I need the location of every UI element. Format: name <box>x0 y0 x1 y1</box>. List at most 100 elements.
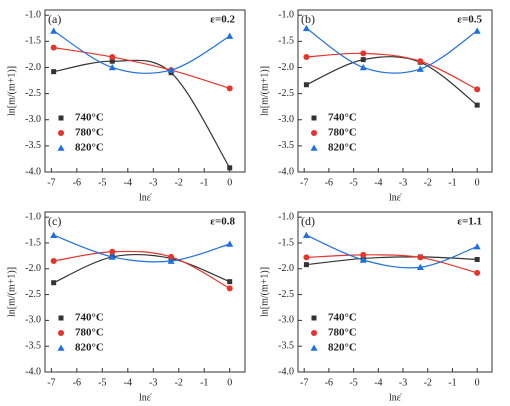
legend-label: 780°C <box>75 327 104 339</box>
x-tick-label: -5 <box>98 377 106 388</box>
panel-label: (c) <box>48 214 61 228</box>
x-tick-label: -5 <box>349 177 357 188</box>
legend-marker <box>58 330 64 336</box>
x-tick-label: 0 <box>475 377 480 388</box>
x-tick-label: -7 <box>300 377 308 388</box>
y-tick-label: -4.0 <box>278 166 294 177</box>
x-tick-label: -2 <box>175 177 183 188</box>
marker <box>109 248 116 255</box>
panel: -7 -6 -5 -4 -3 -2 -1 0 -4.0 -3.5 -3.0 -2.5 -2.0 -1.5 -… <box>6 9 246 203</box>
x-tick-label: -3 <box>399 377 407 388</box>
legend-label: 820°C <box>75 342 104 354</box>
annotation: ε=1.1 <box>457 216 482 228</box>
legend-marker <box>58 115 64 121</box>
x-tick-label: -5 <box>349 377 357 388</box>
series-line <box>53 47 230 89</box>
x-tick-label: -2 <box>424 377 432 388</box>
x-tick-label: -4 <box>374 177 382 188</box>
y-tick-label: -4.0 <box>278 366 294 377</box>
x-axis-label: lnε̇ <box>139 192 152 203</box>
legend-marker <box>58 130 64 136</box>
y-tick-label: -3.5 <box>278 140 294 151</box>
x-tick-label: -4 <box>124 177 132 188</box>
y-tick-label: -2.5 <box>25 88 41 99</box>
x-tick-label: -4 <box>124 377 132 388</box>
y-tick-label: -2.5 <box>278 88 294 99</box>
x-tick-label: 0 <box>227 377 232 388</box>
series-line <box>306 27 478 74</box>
marker <box>167 257 175 264</box>
series-line <box>306 254 478 274</box>
y-tick-label: -1.0 <box>25 10 41 21</box>
marker <box>226 85 233 92</box>
series-line <box>306 234 478 269</box>
y-tick-label: -2.5 <box>25 289 41 300</box>
legend-marker <box>311 330 317 336</box>
x-tick-label: -7 <box>47 377 55 388</box>
marker <box>474 256 480 262</box>
x-tick-label: -1 <box>200 377 208 388</box>
annotation: ε=0.8 <box>210 216 235 228</box>
marker <box>474 102 480 108</box>
marker <box>227 165 233 171</box>
y-tick-label: -2.0 <box>25 263 41 274</box>
legend-label: 820°C <box>75 142 104 154</box>
legend-marker <box>57 344 65 351</box>
series-line <box>306 256 478 266</box>
panel: -7 -6 -5 -4 -3 -2 -1 0 -4.0 -3.5 -3.0 -2.5 -2.0 -1.5 -… <box>259 9 493 203</box>
marker <box>108 253 116 260</box>
marker <box>417 58 424 65</box>
marker <box>474 269 481 276</box>
series-line <box>306 52 478 90</box>
marker <box>359 256 367 263</box>
legend-marker <box>310 344 318 351</box>
marker <box>473 243 481 250</box>
x-tick-label: -7 <box>47 177 55 188</box>
x-tick-label: -1 <box>448 177 456 188</box>
x-tick-label: -1 <box>448 377 456 388</box>
plot-frame <box>297 211 493 373</box>
series-line <box>53 30 231 74</box>
y-tick-label: -1.5 <box>25 36 41 47</box>
marker <box>303 54 310 61</box>
legend-marker <box>310 144 318 151</box>
legend-label: 740°C <box>75 112 104 124</box>
x-tick-label: -7 <box>300 177 308 188</box>
y-tick-label: -2.0 <box>278 263 294 274</box>
marker <box>51 280 57 286</box>
x-tick-label: -4 <box>374 377 382 388</box>
marker <box>109 58 115 64</box>
legend-label: 740°C <box>328 112 357 124</box>
y-tick-label: -3.5 <box>25 340 41 351</box>
x-tick-label: -3 <box>149 377 157 388</box>
marker <box>227 279 233 285</box>
series-line <box>53 59 231 169</box>
y-tick-label: -1.5 <box>25 237 41 248</box>
y-tick-label: -3.0 <box>278 315 294 326</box>
marker <box>50 44 57 51</box>
marker <box>50 231 58 239</box>
marker <box>226 240 234 247</box>
legend-marker <box>311 115 317 121</box>
plot-frame <box>44 9 246 173</box>
y-tick-label: -1.0 <box>278 211 294 222</box>
x-tick-label: -3 <box>399 177 407 188</box>
y-axis-label: ln[m/(m+1)] <box>259 66 270 116</box>
marker <box>416 263 424 271</box>
y-tick-label: -4.0 <box>25 166 41 177</box>
marker <box>360 251 367 258</box>
series-line <box>53 253 230 284</box>
legend-label: 740°C <box>328 312 357 324</box>
legend-label: 780°C <box>328 127 357 139</box>
annotation: ε=0.5 <box>457 14 482 26</box>
legend-label: 780°C <box>75 127 104 139</box>
marker <box>109 54 116 61</box>
x-tick-label: 0 <box>227 177 232 188</box>
marker <box>302 231 310 239</box>
plot-frame <box>297 9 493 173</box>
x-tick-label: -5 <box>98 177 106 188</box>
y-tick-label: -1.0 <box>278 10 294 21</box>
x-tick-label: 0 <box>475 177 480 188</box>
marker <box>226 285 233 292</box>
